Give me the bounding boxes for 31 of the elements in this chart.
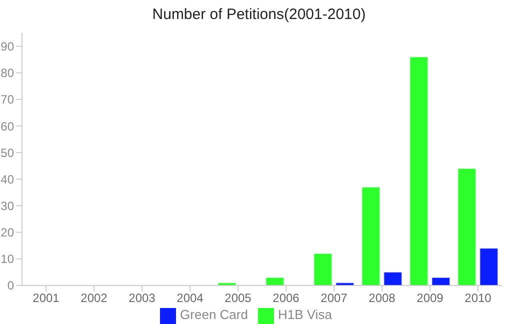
chart-title: Number of Petitions(2001-2010) xyxy=(151,5,367,25)
y-tick-label: 40 xyxy=(0,172,14,186)
y-tick-label: 20 xyxy=(0,226,14,240)
x-tick-label: 2007 xyxy=(320,290,348,305)
x-tick-label: 2002 xyxy=(80,290,108,305)
x-tick-label: 2010 xyxy=(464,290,492,305)
bar xyxy=(361,186,380,286)
x-tick-label: 2003 xyxy=(128,290,156,305)
x-tick-label: 2009 xyxy=(416,290,444,305)
bar xyxy=(431,276,450,286)
legend-label: Green Card xyxy=(180,307,248,322)
bar xyxy=(457,168,476,286)
legend-label: H1B Visa xyxy=(278,307,332,322)
y-tick-label: 0 xyxy=(7,278,14,293)
bar xyxy=(265,276,284,286)
y-tick-label: 90 xyxy=(0,40,14,54)
x-tick-label: 2005 xyxy=(224,290,252,305)
y-tick-label: 10 xyxy=(0,252,14,266)
y-tick-label: 60 xyxy=(0,119,14,134)
y-tick-label: 80 xyxy=(0,66,14,80)
y-tick-label: 70 xyxy=(0,92,14,107)
bar xyxy=(313,253,332,286)
x-tick-label: 2004 xyxy=(176,290,204,305)
x-tick-label: 2008 xyxy=(368,290,396,305)
x-tick-label: 2006 xyxy=(272,290,300,305)
bar xyxy=(479,248,498,286)
bar xyxy=(383,272,402,286)
y-tick-label: 30 xyxy=(0,198,14,213)
y-tick-label: 50 xyxy=(0,146,14,160)
x-tick-label: 2001 xyxy=(32,290,60,305)
bar xyxy=(409,56,428,286)
